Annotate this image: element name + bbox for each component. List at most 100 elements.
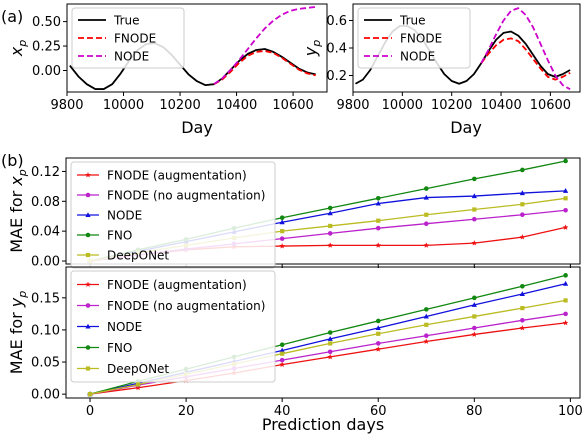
y-axis-label-symbol-0: x — [7, 46, 26, 57]
legend-label-3-1: FNODE (no augmentation) — [107, 299, 265, 313]
data-point-2-4-4 — [280, 229, 285, 234]
axes-frame-0 — [66, 3, 328, 93]
data-point-2-4-10 — [563, 196, 568, 201]
x-axis-label-3: Prediction days — [262, 415, 384, 434]
data-point-3-1-4 — [279, 357, 285, 363]
legend-marker-2-3 — [85, 232, 91, 238]
data-point-3-4-1 — [135, 382, 141, 387]
y-tick-label-3-0: 0.00 — [31, 388, 60, 403]
axes-frame-3 — [65, 266, 581, 399]
data-point-3-2-10 — [562, 280, 569, 286]
data-point-2-1-5 — [327, 231, 333, 236]
data-point-3-1-6 — [375, 341, 381, 346]
data-point-2-1-4 — [279, 236, 285, 241]
data-point-3-1-9 — [520, 317, 525, 323]
chart-0: 9800 10000 10200 10400 10600 0.00 0.25 0.50 Day x… — [7, 3, 328, 137]
series-1-2 — [480, 7, 571, 91]
x-tick-label-3-0: 0 — [86, 404, 94, 419]
data-point-3-0-10 — [562, 319, 569, 326]
data-point-3-2-9 — [519, 291, 525, 296]
data-point-3-0-8 — [471, 331, 478, 337]
y-axis-label-3: MAE for yp — [7, 291, 29, 375]
data-point-2-3-7 — [423, 186, 429, 191]
data-point-2-4-8 — [472, 207, 477, 212]
data-point-3-1-10 — [563, 311, 568, 317]
data-point-3-3-6 — [375, 318, 381, 324]
series-line-0-2 — [213, 6, 316, 85]
legend-marker-2-2 — [85, 212, 91, 217]
x-tick-label-1-4: 10600 — [530, 98, 571, 113]
x-tick-label-3-5: 100 — [558, 404, 583, 419]
data-point-2-1-8 — [472, 216, 477, 222]
data-point-3-0-4 — [279, 361, 286, 368]
data-point-2-4-6 — [376, 218, 381, 223]
data-point-3-2-4 — [279, 347, 285, 353]
data-point-2-2-7 — [423, 194, 429, 200]
data-point-3-1-5 — [327, 349, 333, 355]
legend-marker-3-0 — [85, 281, 91, 287]
data-point-3-2-8 — [471, 302, 477, 307]
legend-box-3 — [70, 270, 276, 383]
data-point-3-3-4 — [279, 342, 285, 348]
legend-marker-3-3 — [85, 345, 91, 350]
y-tick-label-1-0: 0.2 — [326, 69, 347, 84]
data-point-3-1-7 — [423, 333, 429, 339]
x-tick-label-1-2: 10200 — [431, 98, 472, 113]
legend-marker-2-1 — [85, 192, 91, 198]
legend-label-1-1: FNODE — [400, 31, 442, 45]
y-axis-label-2: MAE for xp — [7, 169, 29, 253]
y-axis-label-text-2: MAE for — [7, 186, 26, 253]
data-point-2-2-8 — [471, 193, 477, 199]
legend-marker-3-4 — [85, 366, 91, 371]
data-point-3-3-7 — [423, 307, 429, 312]
data-point-2-0-5 — [327, 242, 334, 248]
data-point-3-3-10 — [563, 273, 568, 278]
legend-label-2-2: NODE — [107, 208, 142, 222]
data-point-3-0-6 — [375, 346, 382, 352]
data-point-2-3-10 — [563, 158, 568, 164]
data-point-2-1-9 — [520, 212, 525, 218]
data-point-3-3-8 — [472, 295, 477, 301]
x-tick-label-0-3: 10400 — [216, 98, 257, 113]
legend-label-3-3: FNO — [107, 341, 132, 355]
data-point-2-3-9 — [520, 167, 525, 173]
data-point-2-4-9 — [520, 202, 525, 207]
y-tick-label-2-2: 0.08 — [31, 195, 60, 210]
data-point-2-3-6 — [375, 196, 381, 201]
x-tick-label-1-0: 9800 — [336, 98, 369, 113]
y-axis-label-symbol-2: x — [7, 176, 26, 187]
legend-box-0 — [71, 7, 185, 69]
data-point-3-4-8 — [472, 314, 477, 319]
series-0-2 — [213, 6, 316, 85]
legend-label-2-1: FNODE (no augmentation) — [107, 188, 265, 202]
data-point-2-3-8 — [472, 176, 477, 182]
data-point-3-2-5 — [327, 336, 333, 341]
y-tick-label-3-2: 0.10 — [31, 323, 60, 338]
panel-label-b: (b) — [1, 151, 24, 170]
data-point-3-4-7 — [424, 322, 429, 327]
x-tick-label-3-2: 40 — [274, 404, 291, 419]
data-point-2-2-9 — [519, 190, 525, 196]
data-point-3-4-5 — [328, 341, 333, 346]
data-point-3-0-7 — [423, 338, 430, 344]
data-point-3-2-6 — [375, 325, 381, 331]
data-point-3-4-0 — [87, 392, 93, 397]
x-tick-label-3-3: 60 — [370, 404, 387, 419]
data-point-2-4-7 — [424, 212, 429, 217]
x-tick-label-3-1: 20 — [178, 404, 195, 419]
y-tick-label-0-0: 0.00 — [32, 64, 61, 79]
legend-marker-3-2 — [85, 323, 91, 329]
x-tick-label-0-0: 9800 — [50, 98, 83, 113]
y-axis-label-symbol-1: y — [301, 46, 320, 57]
series-0-1 — [213, 50, 316, 85]
panel-label-a: (a) — [1, 7, 23, 26]
data-point-2-0-7 — [423, 242, 430, 248]
legend-label-3-2: NODE — [107, 320, 142, 334]
y-axis-label-sub-0: p — [16, 40, 29, 48]
y-axis-label-sub-3: p — [16, 291, 29, 299]
data-point-2-2-10 — [562, 188, 569, 193]
x-tick-label-0-1: 10000 — [103, 98, 144, 113]
data-point-2-4-5 — [328, 223, 333, 229]
